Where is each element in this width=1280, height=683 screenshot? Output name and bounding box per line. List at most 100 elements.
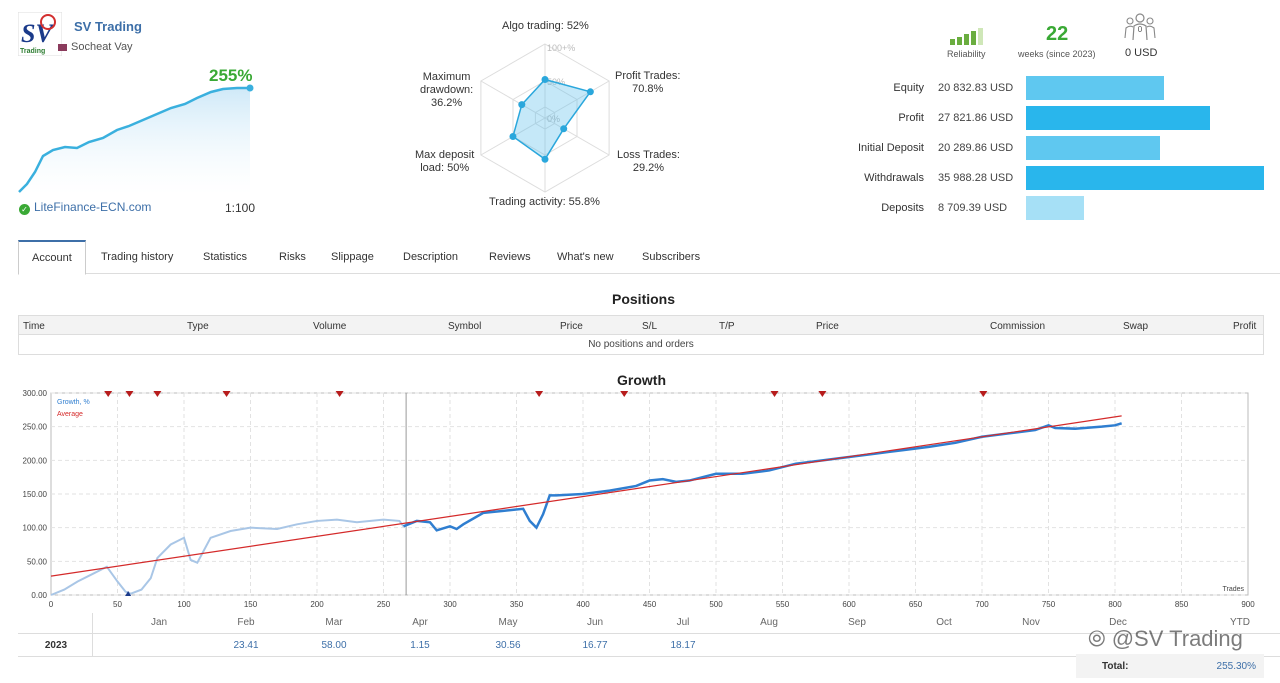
column-header: Type [187, 321, 209, 332]
tab-slippage[interactable]: Slippage [331, 251, 374, 263]
column-header: S/L [642, 321, 658, 332]
subscribers-count: 0 [1138, 25, 1143, 34]
watermark: ⦾ @SV Trading [1088, 626, 1243, 651]
mini-chart-endpoint [246, 84, 254, 92]
weeks-label: weeks (since 2023) [1018, 49, 1096, 59]
balance-row: Initial Deposit 20 289.86 USD [840, 136, 1270, 160]
y-tick-label: 150.00 [23, 490, 48, 499]
x-tick-label: 250 [377, 600, 391, 609]
radar-ring-label: 0% [547, 114, 560, 124]
month-label: May [498, 617, 518, 628]
trade-marker [620, 391, 629, 397]
radar-point-deposit_load [509, 133, 517, 140]
deposit-marker [125, 591, 132, 596]
column-header: Swap [1123, 321, 1149, 332]
broker-link[interactable]: ✓ LiteFinance-ECN.com [19, 200, 151, 215]
balance-label: Profit [898, 112, 924, 124]
mini-growth-chart [18, 84, 254, 195]
x-tick-label: 400 [576, 600, 590, 609]
month-label: Jan [150, 617, 168, 628]
trade-marker [125, 391, 134, 397]
x-tick-label: 350 [510, 600, 524, 609]
x-tick-label: 500 [709, 600, 723, 609]
total-label: Total: [1102, 661, 1129, 672]
author-name[interactable]: Socheat Vay [58, 41, 133, 53]
balance-row: Profit 27 821.86 USD [840, 106, 1270, 130]
month-label: Aug [760, 617, 778, 628]
month-value: 18.17 [670, 640, 696, 651]
radar-label-activity: Trading activity: 55.8% [489, 196, 600, 208]
trade-marker [104, 391, 113, 397]
author-label: Socheat Vay [71, 41, 133, 53]
growth-chart[interactable]: 0.00 50.00 100.00 150.00 200.00 250.00 300.00 0… [0, 385, 1280, 613]
balance-value: 35 988.28 USD [938, 172, 1014, 184]
total-row: Total: 255.30% [1076, 654, 1264, 678]
radar-point-loss [560, 125, 568, 133]
month-value: 1.15 [410, 640, 430, 651]
balance-value: 20 289.86 USD [938, 142, 1014, 154]
x-tick-label: 0 [49, 600, 54, 609]
balance-bar [1026, 166, 1264, 190]
year-row: 2023 23.41 58.00 1.15 30.56 16.77 18.17 [18, 633, 1280, 657]
subscribers-funds: 0 USD [1125, 47, 1158, 59]
tab-statistics[interactable]: Statistics [203, 251, 248, 263]
svg-text:Trading: Trading [20, 48, 45, 55]
balance-label: Equity [893, 82, 924, 94]
balance-bar [1026, 196, 1084, 220]
tab-subscribers[interactable]: Subscribers [642, 251, 701, 263]
trade-marker [153, 391, 162, 397]
y-tick-label: 250.00 [23, 423, 48, 432]
logo: SV Trading [18, 12, 62, 56]
month-label: Nov [1022, 617, 1040, 628]
signal-name[interactable]: SV Trading [74, 19, 142, 34]
legend-growth: Growth, % [57, 399, 90, 406]
y-tick-label: 0.00 [31, 591, 47, 600]
month-header-row: Jan Feb Mar Apr May Jun Jul Aug Sep Oct Nov Dec YTD [18, 613, 1280, 633]
radar-label-profit: Profit Trades: 70.8% [615, 70, 681, 95]
tab-bar: Account Trading history Statistics Risks Sli… [18, 240, 1280, 275]
month-label: YTD [1230, 617, 1250, 628]
column-header: Price [816, 321, 839, 332]
radar-spoke [544, 80, 610, 119]
tab-trading-history[interactable]: Trading history [101, 251, 174, 263]
x-tick-label: 850 [1175, 600, 1189, 609]
x-tick-label: 50 [113, 600, 122, 609]
radar-point-profit [586, 88, 594, 96]
column-header: Time [23, 321, 45, 332]
watermark-text: @SV Trading [1111, 626, 1243, 651]
positions-title: Positions [612, 291, 676, 307]
column-header: Volume [313, 321, 347, 332]
subscribers-icon: 0 [1124, 13, 1156, 41]
x-tick-label: 800 [1108, 600, 1122, 609]
balance-bar [1026, 106, 1210, 130]
radar-spoke [544, 117, 610, 156]
positions-table: Time Type Volume Symbol Price S/L T/P Price Comm… [18, 315, 1264, 355]
tab-reviews[interactable]: Reviews [489, 251, 531, 263]
trade-marker [335, 391, 344, 397]
radar-point-activity [541, 155, 549, 163]
balance-label: Initial Deposit [857, 142, 924, 154]
tab-risks[interactable]: Risks [279, 251, 306, 263]
column-header: T/P [719, 321, 735, 332]
growth-title: Growth [617, 372, 666, 388]
y-tick-label: 200.00 [23, 456, 48, 465]
radar-point-algo [541, 76, 549, 84]
tab-description[interactable]: Description [403, 251, 459, 263]
balance-bar [1026, 136, 1161, 160]
tab-account[interactable]: Account [18, 240, 86, 275]
x-tick-label: 650 [909, 600, 923, 609]
x-tick-label: 450 [643, 600, 657, 609]
balance-label: Deposits [881, 202, 924, 214]
radar-label-drawdown: Maximum drawdown: 36.2% [420, 71, 474, 109]
column-header: Price [560, 321, 583, 332]
month-value: 23.41 [233, 640, 259, 651]
month-value: 16.77 [582, 640, 608, 651]
svg-text:SV: SV [21, 19, 55, 48]
balance-label: Withdrawals [864, 172, 924, 184]
trade-marker [222, 391, 231, 397]
reliability-icon [950, 28, 983, 45]
balance-row: Withdrawals 35 988.28 USD [840, 166, 1270, 190]
balance-row: Equity 20 832.83 USD [840, 76, 1270, 100]
tab-what-s-new[interactable]: What's new [557, 251, 614, 263]
month-label: Sep [848, 617, 866, 628]
